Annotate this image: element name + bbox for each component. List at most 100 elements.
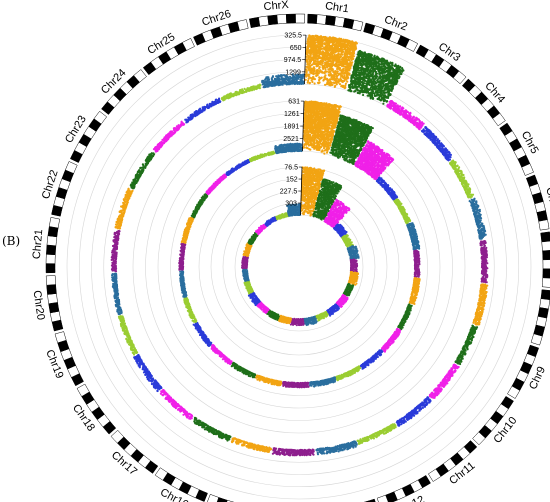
- data-point: [440, 143, 442, 145]
- data-point: [401, 71, 403, 73]
- data-point: [340, 40, 342, 42]
- data-point: [394, 65, 396, 67]
- data-point: [479, 314, 481, 316]
- data-point: [346, 81, 348, 83]
- data-point: [371, 94, 373, 96]
- data-point: [465, 182, 467, 184]
- data-point: [359, 83, 361, 85]
- data-point: [333, 54, 335, 56]
- data-point: [389, 61, 391, 63]
- data-point: [421, 130, 423, 132]
- data-point: [460, 361, 462, 363]
- data-point: [333, 57, 335, 59]
- data-point: [418, 407, 420, 409]
- data-point: [365, 77, 367, 79]
- data-point: [345, 83, 347, 85]
- data-point: [359, 59, 361, 61]
- data-point: [306, 56, 308, 58]
- data-point: [376, 64, 378, 66]
- data-point: [357, 92, 359, 94]
- grid-circle: [92, 60, 507, 475]
- data-point: [359, 78, 361, 80]
- data-point: [311, 57, 313, 59]
- data-point: [429, 394, 431, 396]
- data-point: [336, 83, 338, 85]
- data-point: [314, 46, 316, 48]
- data-point: [393, 105, 395, 107]
- data-point: [351, 64, 353, 66]
- data-point: [351, 85, 353, 87]
- data-point: [307, 74, 309, 76]
- data-point: [483, 293, 485, 295]
- data-point: [471, 199, 473, 201]
- data-point: [469, 196, 471, 198]
- data-point: [471, 329, 473, 331]
- data-point: [362, 86, 364, 88]
- data-point: [372, 65, 374, 67]
- data-point: [333, 75, 335, 77]
- data-point: [434, 136, 436, 138]
- data-point: [351, 56, 353, 58]
- data-point: [376, 95, 378, 97]
- data-point: [312, 39, 314, 41]
- data-point: [478, 215, 480, 217]
- data-point: [480, 287, 482, 289]
- grid-circle: [183, 151, 415, 383]
- data-point: [332, 44, 334, 46]
- data-point: [425, 127, 427, 129]
- data-point: [307, 46, 309, 48]
- data-point: [396, 70, 398, 72]
- data-point: [361, 88, 363, 90]
- data-point: [391, 75, 393, 77]
- data-point: [331, 56, 333, 58]
- data-point: [449, 154, 451, 156]
- data-point: [475, 221, 477, 223]
- data-point: [415, 119, 417, 121]
- data-point: [378, 65, 380, 67]
- data-point: [312, 68, 314, 70]
- data-point: [479, 217, 481, 219]
- data-point: [360, 51, 362, 53]
- data-point: [311, 51, 313, 53]
- data-point: [319, 39, 321, 41]
- data-point: [401, 109, 403, 111]
- series-Chr8: [472, 283, 488, 325]
- data-point: [381, 96, 383, 98]
- data-point: [472, 194, 474, 196]
- data-point: [411, 122, 413, 124]
- data-point: [477, 209, 479, 211]
- data-point: [484, 254, 486, 256]
- data-point: [335, 38, 337, 40]
- data-point: [464, 344, 466, 346]
- data-point: [482, 280, 484, 282]
- data-point: [436, 394, 438, 396]
- data-point: [385, 83, 387, 85]
- data-point: [336, 41, 338, 43]
- data-point: [313, 70, 315, 72]
- data-point: [378, 67, 380, 69]
- data-point: [377, 62, 379, 64]
- data-point: [452, 371, 454, 373]
- data-point: [362, 438, 364, 440]
- data-point: [358, 85, 360, 87]
- data-point: [305, 71, 307, 73]
- data-point: [474, 326, 476, 328]
- data-point: [384, 71, 386, 73]
- data-point: [461, 180, 463, 182]
- data-point: [326, 78, 328, 80]
- grid-circle: [158, 126, 440, 408]
- data-point: [473, 198, 475, 200]
- data-point: [344, 41, 346, 43]
- data-point: [326, 39, 328, 41]
- data-point: [322, 50, 324, 52]
- data-point: [356, 56, 358, 58]
- data-point: [482, 258, 484, 260]
- data-point: [372, 88, 374, 90]
- data-point: [330, 60, 332, 62]
- data-point: [429, 130, 431, 132]
- data-point: [357, 51, 359, 53]
- data-point: [457, 357, 459, 359]
- data-point: [329, 54, 331, 56]
- data-point: [394, 80, 396, 82]
- data-point: [466, 339, 468, 341]
